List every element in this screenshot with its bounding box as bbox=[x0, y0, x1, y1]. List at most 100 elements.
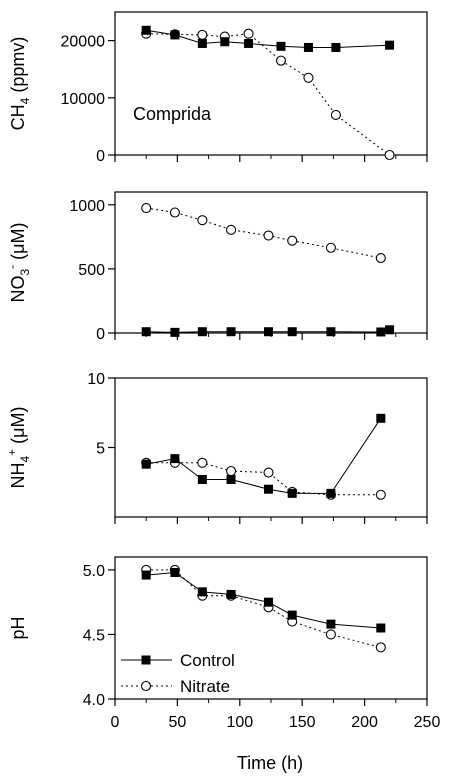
y-tick-label: 10 bbox=[87, 371, 105, 388]
series-line-nitrate bbox=[146, 569, 381, 648]
panel-annotation: Comprida bbox=[133, 104, 212, 124]
x-axis-title: Time (h) bbox=[237, 753, 303, 773]
series-line-control bbox=[146, 418, 382, 494]
y-tick-label: 5 bbox=[96, 441, 105, 458]
data-point-control bbox=[287, 610, 297, 620]
data-point-nitrate bbox=[197, 457, 208, 468]
data-point-control bbox=[287, 327, 297, 337]
data-point-control bbox=[170, 327, 180, 337]
y-tick-label: 1000 bbox=[69, 198, 105, 215]
data-point-control bbox=[287, 488, 297, 498]
y-axis-title-superscript: - bbox=[5, 265, 19, 269]
data-point-control bbox=[385, 325, 395, 335]
x-tick-label: 0 bbox=[111, 714, 120, 731]
y-tick-label: 4.5 bbox=[83, 627, 105, 644]
legend-label-control: Control bbox=[180, 651, 235, 670]
data-point-nitrate bbox=[375, 642, 386, 653]
series-line-nitrate bbox=[146, 33, 390, 156]
data-point-nitrate bbox=[375, 489, 386, 500]
data-point-control bbox=[141, 459, 151, 469]
y-axis-title-unit: (μM) bbox=[8, 406, 28, 448]
y-axis-title-unit: (μM) bbox=[8, 222, 28, 264]
x-tick-label: 150 bbox=[289, 714, 316, 731]
data-point-control bbox=[276, 41, 286, 51]
data-point-nitrate bbox=[169, 207, 180, 218]
series-line-nitrate bbox=[146, 207, 381, 259]
legend: Control Nitrate bbox=[121, 651, 235, 696]
data-point-control bbox=[170, 454, 180, 464]
data-point-control bbox=[244, 38, 254, 48]
legend-marker-nitrate bbox=[140, 680, 152, 692]
y-axis-title: NH4+ (μM) bbox=[5, 406, 32, 488]
y-axis-title-subscript: 4 bbox=[18, 456, 32, 463]
y-axis-title: pH bbox=[8, 616, 28, 639]
series-line-control bbox=[146, 571, 381, 629]
panel-1: 0 10000 20000 CH4 (ppmv) Comprida bbox=[8, 11, 428, 165]
data-point-control bbox=[141, 570, 151, 580]
data-point-control bbox=[141, 327, 151, 337]
data-point-nitrate bbox=[287, 235, 298, 246]
x-tick-label: 50 bbox=[169, 714, 187, 731]
y-axis-title-unit: (ppmv) bbox=[8, 37, 28, 98]
panel-3: 5 10 NH4+ (μM) bbox=[5, 371, 428, 524]
data-point-control bbox=[141, 25, 151, 35]
data-point-nitrate bbox=[263, 230, 274, 241]
data-point-control bbox=[170, 567, 180, 577]
data-point-control bbox=[170, 30, 180, 40]
data-point-control bbox=[376, 623, 386, 633]
y-tick-label: 4.0 bbox=[83, 692, 105, 709]
y-axis-title-main: NH bbox=[8, 463, 28, 489]
data-point-nitrate bbox=[226, 224, 237, 235]
data-point-control bbox=[303, 42, 313, 52]
data-point-nitrate bbox=[303, 72, 314, 83]
data-point-nitrate bbox=[325, 242, 336, 253]
data-point-control bbox=[226, 474, 236, 484]
y-axis-title: CH4 (ppmv) bbox=[8, 37, 32, 131]
data-point-control bbox=[326, 488, 336, 498]
data-point-control bbox=[376, 413, 386, 423]
data-point-nitrate bbox=[375, 252, 386, 264]
legend-label-nitrate: Nitrate bbox=[180, 677, 230, 696]
x-tick-label: 250 bbox=[414, 714, 441, 731]
data-point-nitrate bbox=[197, 29, 208, 40]
data-point-control bbox=[264, 597, 274, 607]
data-point-nitrate bbox=[275, 55, 287, 66]
y-axis-title-main: NO bbox=[8, 276, 28, 303]
data-point-control bbox=[326, 327, 336, 337]
data-point-nitrate bbox=[325, 629, 336, 640]
x-tick-label: 100 bbox=[226, 714, 253, 731]
data-point-control bbox=[220, 37, 230, 47]
data-point-nitrate bbox=[226, 466, 237, 477]
data-point-nitrate bbox=[197, 215, 208, 226]
data-point-nitrate bbox=[243, 28, 254, 39]
data-point-nitrate bbox=[141, 202, 152, 214]
panel-2: 0 500 1000 NO3- (μM) bbox=[5, 191, 428, 343]
data-point-nitrate bbox=[263, 467, 274, 478]
data-point-control bbox=[226, 589, 236, 599]
y-tick-label: 0 bbox=[96, 148, 105, 165]
x-tick-label: 200 bbox=[351, 714, 378, 731]
data-point-nitrate bbox=[330, 109, 341, 121]
y-tick-label: 20000 bbox=[61, 34, 106, 51]
data-point-control bbox=[331, 42, 341, 52]
data-point-control bbox=[376, 327, 386, 337]
y-tick-label: 0 bbox=[96, 326, 105, 343]
y-axis-title-subscript: 3 bbox=[18, 269, 32, 276]
legend-marker-control bbox=[141, 655, 151, 665]
panel-4: 4.0 4.5 5.0 pH 0 50 100 150 200 250 Time (h) Contro… bbox=[8, 556, 441, 773]
data-point-control bbox=[197, 587, 207, 597]
data-point-control bbox=[197, 327, 207, 337]
y-axis-title: NO3- (μM) bbox=[5, 222, 32, 302]
data-point-nitrate bbox=[384, 149, 395, 161]
series-line-nitrate bbox=[146, 462, 381, 496]
y-axis-title-subscript: 4 bbox=[18, 97, 32, 104]
data-point-control bbox=[197, 38, 207, 48]
y-tick-label: 5.0 bbox=[83, 563, 105, 580]
y-tick-label: 10000 bbox=[61, 91, 106, 108]
data-point-control bbox=[264, 327, 274, 337]
data-point-control bbox=[385, 40, 395, 50]
y-axis-title-superscript: + bbox=[5, 449, 19, 456]
y-axis-title-main: CH bbox=[8, 104, 28, 130]
plot-frame bbox=[114, 11, 428, 156]
